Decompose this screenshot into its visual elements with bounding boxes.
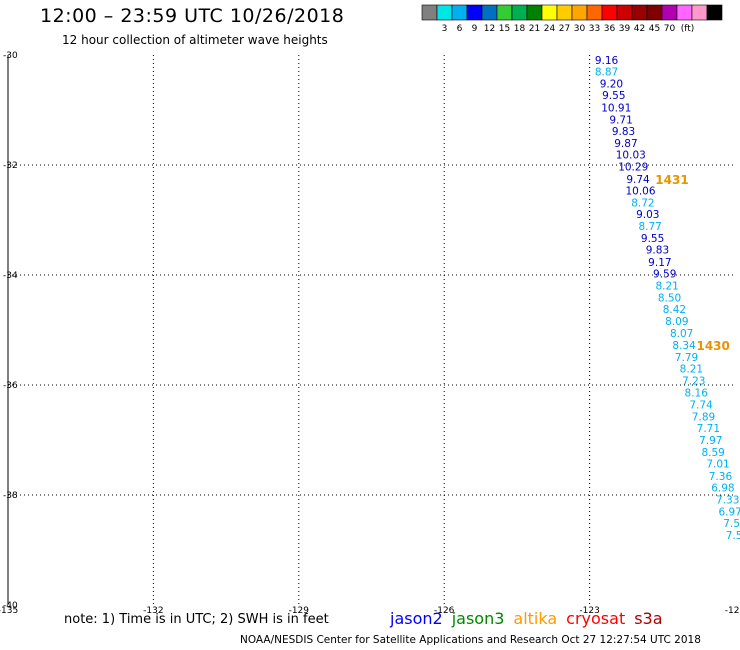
wave-height-point: 7.23 bbox=[682, 376, 705, 388]
wave-height-point: 8.34 bbox=[672, 340, 696, 352]
wave-height-point: 7.33 bbox=[716, 494, 739, 506]
wave-height-point: 10.91 bbox=[601, 102, 631, 114]
color-scale-tick: 27 bbox=[559, 24, 570, 34]
color-scale-tick: 6 bbox=[457, 24, 463, 34]
y-tick-label: -36 bbox=[3, 381, 18, 391]
color-scale-tick: 21 bbox=[529, 24, 540, 34]
color-scale-tick: 9 bbox=[472, 24, 478, 34]
wave-height-point: 7.97 bbox=[699, 435, 722, 447]
wave-height-point: 7.71 bbox=[697, 423, 720, 435]
color-scale-tick: 33 bbox=[589, 24, 600, 34]
color-scale-tick: 70 bbox=[664, 24, 676, 34]
wave-height-point: 8.21 bbox=[680, 364, 703, 376]
color-scale-tick: 39 bbox=[619, 24, 631, 34]
satellite-legend-s3a: s3a bbox=[634, 609, 663, 628]
wave-height-point: 9.59 bbox=[653, 268, 676, 280]
wave-height-point: 10.29 bbox=[618, 162, 648, 174]
color-scale-tick: 36 bbox=[604, 24, 616, 34]
footnote: note: 1) Time is in UTC; 2) SWH is in fe… bbox=[64, 612, 329, 627]
x-tick-label: -123 bbox=[579, 606, 599, 616]
color-scale-tick: 30 bbox=[574, 24, 586, 34]
y-tick-label: -30 bbox=[3, 51, 18, 61]
wave-height-point: 9.03 bbox=[636, 209, 659, 221]
color-scale-tick: 3 bbox=[442, 24, 448, 34]
wave-height-point: 8.77 bbox=[638, 221, 661, 233]
y-tick-label: -38 bbox=[3, 491, 18, 501]
x-tick-label: -120 bbox=[725, 606, 740, 616]
credit-line: NOAA/NESDIS Center for Satellite Applica… bbox=[240, 634, 701, 646]
x-tick-label: -129 bbox=[289, 606, 310, 616]
x-tick-label: -135 bbox=[0, 606, 18, 616]
color-scale-unit: (ft) bbox=[681, 24, 695, 34]
wave-height-point: 7.57 bbox=[723, 518, 740, 530]
wave-height-point: 9.17 bbox=[648, 257, 671, 269]
wave-height-point: 7.01 bbox=[706, 459, 729, 471]
y-tick-label: -40 bbox=[3, 601, 18, 611]
wave-height-point: 8.72 bbox=[631, 197, 654, 209]
chart-subtitle: 12 hour collection of altimeter wave hei… bbox=[62, 33, 328, 47]
y-tick-label: -34 bbox=[3, 271, 18, 281]
color-scale-tick: 12 bbox=[484, 24, 495, 34]
wave-height-point: 9.83 bbox=[646, 245, 669, 257]
wave-height-point: 7.58 bbox=[726, 530, 740, 542]
satellite-legend-jason3: jason3 bbox=[451, 609, 505, 628]
wave-height-point: 9.87 bbox=[614, 138, 637, 150]
wave-height-point: 6.98 bbox=[711, 482, 734, 494]
wave-height-point: 8.50 bbox=[658, 293, 681, 305]
satellite-legend-altika: altika bbox=[513, 609, 558, 628]
wave-height-point: 8.16 bbox=[685, 388, 709, 400]
wave-height-point: 7.36 bbox=[709, 471, 733, 483]
wave-height-point: 9.16 bbox=[595, 55, 619, 67]
wave-height-point: 7.74 bbox=[689, 399, 713, 411]
chart-title: 12:00 – 23:59 UTC 10/26/2018 bbox=[40, 5, 345, 27]
wave-height-point: 8.42 bbox=[663, 304, 686, 316]
satellite-legend-jason2: jason2 bbox=[390, 609, 443, 628]
y-tick-label: -32 bbox=[3, 161, 18, 171]
color-scale-tick: 24 bbox=[544, 24, 556, 34]
wave-height-point: 6.97 bbox=[718, 507, 740, 519]
color-scale-tick: 18 bbox=[514, 24, 526, 34]
wave-height-point: 9.74 bbox=[626, 174, 650, 186]
time-marker: 1431 bbox=[655, 173, 688, 187]
color-scale-legend: 3 6 9 12 15 18 21 24 27 30 33 36 39 42 45 70 (ft) bbox=[421, 4, 723, 34]
x-tick-label: -132 bbox=[143, 606, 163, 616]
wave-height-point: 7.89 bbox=[692, 411, 715, 423]
color-scale-tick: 42 bbox=[634, 24, 645, 34]
x-tick-label: -126 bbox=[434, 606, 455, 616]
wave-height-point: 9.83 bbox=[612, 126, 635, 138]
time-marker: 1430 bbox=[696, 339, 729, 353]
color-scale-tick: 15 bbox=[499, 24, 510, 34]
color-scale-tick: 45 bbox=[649, 24, 660, 34]
wave-height-point: 10.03 bbox=[616, 150, 646, 162]
wave-height-point: 8.21 bbox=[655, 280, 678, 292]
wave-height-point: 8.87 bbox=[595, 67, 618, 79]
wave-height-point: 7.79 bbox=[675, 352, 698, 364]
wave-height-point: 8.09 bbox=[665, 316, 688, 328]
satellite-legend: jason2 jason3 altika cryosat s3a bbox=[390, 609, 672, 628]
wave-height-point: 9.55 bbox=[641, 233, 664, 245]
wave-height-point: 10.06 bbox=[625, 185, 655, 197]
wave-height-point: 9.20 bbox=[600, 79, 623, 91]
wave-height-point: 8.07 bbox=[670, 328, 693, 340]
wave-height-point: 9.71 bbox=[609, 114, 632, 126]
color-swatch bbox=[706, 4, 723, 21]
wave-height-point: 9.55 bbox=[602, 90, 625, 102]
wave-height-point: 8.59 bbox=[701, 447, 724, 459]
satellite-legend-cryosat: cryosat bbox=[566, 609, 626, 628]
